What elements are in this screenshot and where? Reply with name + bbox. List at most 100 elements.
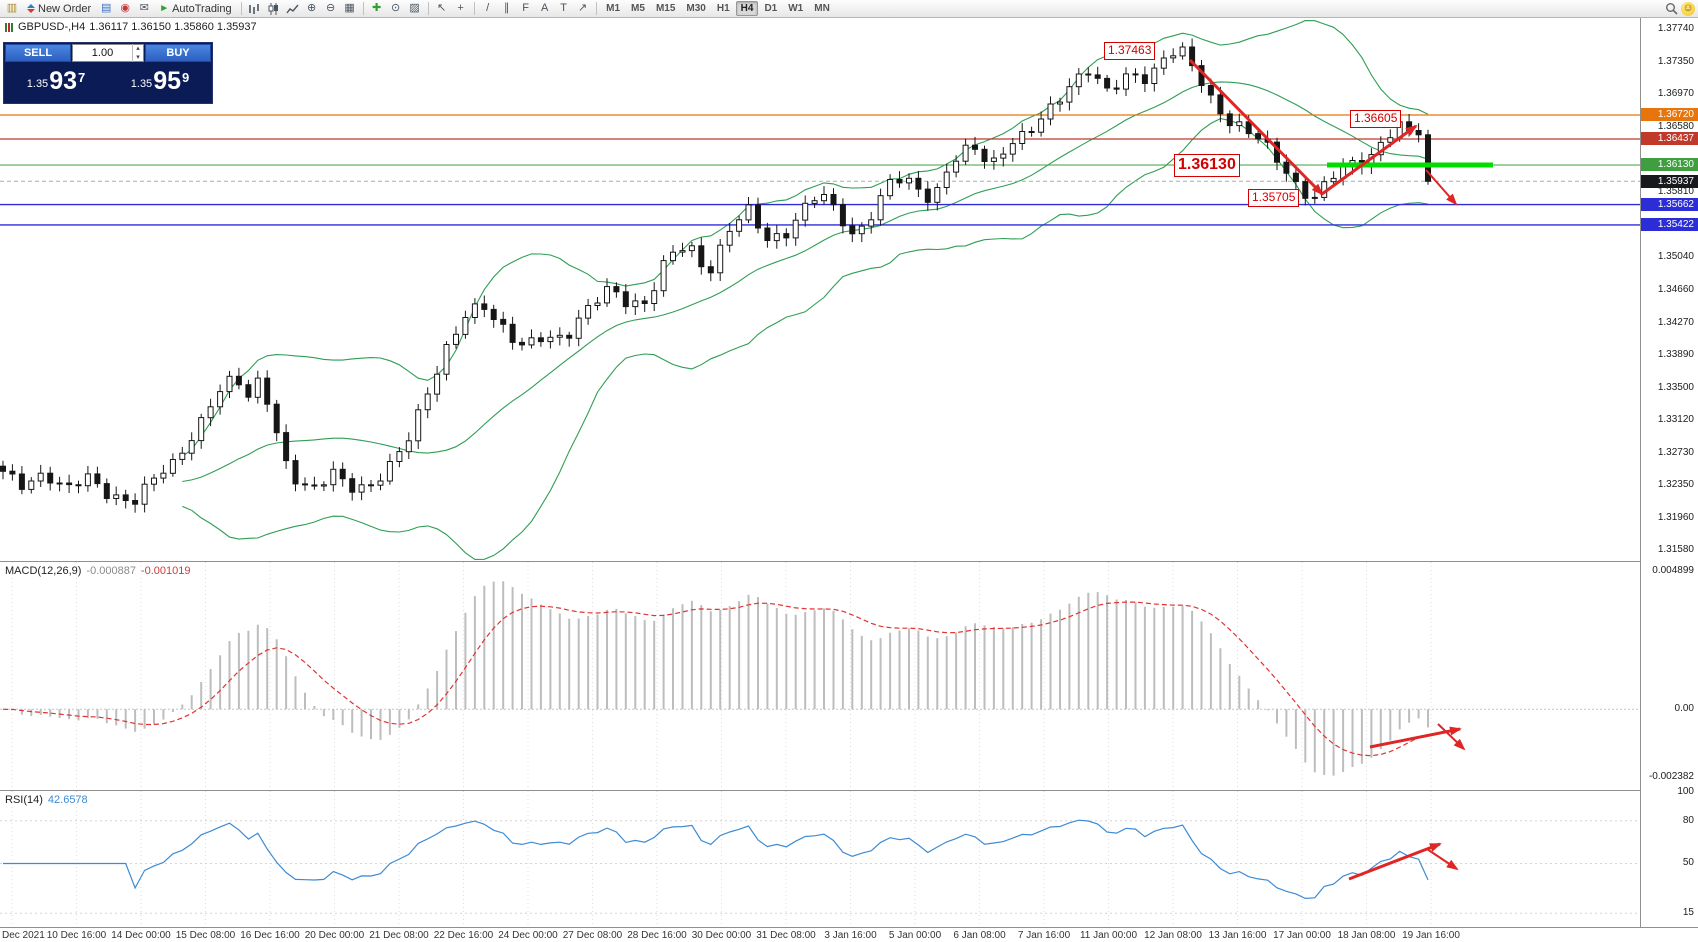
rsi-line (3, 819, 1429, 900)
timeframe-button-d1[interactable]: D1 (759, 1, 782, 16)
search-icon[interactable] (1662, 1, 1680, 16)
level-price-tag: 1.36437 (1641, 132, 1698, 145)
time-axis-label: 10 Dec 16:00 (46, 930, 107, 941)
candlestick-chart-icon[interactable] (265, 1, 283, 16)
macd-value-signal: -0.001019 (140, 565, 191, 577)
macd-canvas[interactable] (0, 562, 1640, 790)
bollinger-lower-band[interactable] (182, 118, 1429, 560)
autotrading-label: AutoTrading (172, 2, 232, 15)
price-axis-label: 1.36970 (1657, 88, 1694, 99)
volume-up-icon[interactable]: ▴ (136, 45, 140, 52)
bar-chart-icon[interactable] (246, 1, 264, 16)
time-axis-label: 15 Dec 08:00 (175, 930, 236, 941)
rsi-canvas[interactable] (0, 791, 1640, 926)
channel-icon[interactable]: ∥ (503, 2, 510, 14)
trend-arrow[interactable] (1188, 58, 1324, 196)
autotrading-button[interactable]: ► AutoTrading (154, 1, 236, 16)
time-axis-label: 12 Jan 08:00 (1144, 930, 1202, 941)
profiles-icon[interactable]: ▤ (100, 2, 112, 14)
trendline-icon[interactable]: / (486, 2, 490, 14)
new-chart-icon[interactable]: ▥ (6, 2, 18, 14)
time-axis-label: 16 Dec 16:00 (240, 930, 300, 941)
main-chart-canvas[interactable] (0, 18, 1640, 561)
timeframe-button-m5[interactable]: M5 (626, 1, 650, 16)
price-callout[interactable]: 1.37463 (1104, 42, 1156, 60)
trend-arrow[interactable] (1437, 723, 1466, 751)
cursor-icon[interactable]: ↖ (437, 2, 447, 14)
zoom-in-icon[interactable]: ⊕ (307, 2, 317, 14)
price-axis-label: 1.33890 (1657, 349, 1694, 360)
price-callout[interactable]: 1.35705 (1248, 189, 1300, 207)
macd-axis-label: 0.00 (1674, 703, 1694, 714)
level-price-tag: 1.36720 (1641, 108, 1698, 121)
quote-prices-row: 1.35 93 7 1.35 95 9 (4, 63, 212, 103)
community-smiley-icon[interactable]: ☺ (1681, 1, 1695, 16)
crosshair-icon[interactable]: + (457, 2, 464, 14)
line-chart-icon[interactable] (284, 1, 302, 16)
level-price-tag: 1.35662 (1641, 198, 1698, 211)
autotrading-play-icon: ► (159, 3, 170, 14)
panel-separator[interactable] (0, 790, 1698, 791)
new-order-icon (27, 4, 35, 13)
price-axis[interactable]: 1.37740 1.37350 1.36970 1.36580 1.35810 1.350… (1640, 18, 1698, 927)
volume-spinner[interactable]: ▴ ▾ (132, 44, 143, 62)
periods-icon[interactable]: ⊙ (391, 2, 401, 14)
timeframe-button-m30[interactable]: M30 (681, 1, 710, 16)
trend-arrow[interactable] (1426, 848, 1459, 871)
trend-arrow[interactable] (1321, 124, 1418, 196)
volume-field[interactable]: 1.00 ▴ ▾ (72, 44, 144, 62)
rsi-value: 42.6578 (47, 794, 88, 806)
ohlc-values: 1.36117 1.36150 1.35860 1.35937 (89, 21, 257, 33)
price-axis-label: 1.31960 (1657, 512, 1694, 523)
price-axis-label: 1.35810 (1657, 186, 1694, 197)
sell-button[interactable]: SELL (5, 44, 71, 62)
bollinger-middle-band[interactable] (182, 81, 1429, 483)
timeframe-button-h1[interactable]: H1 (712, 1, 735, 16)
price-callout[interactable]: 1.36605 (1350, 110, 1402, 128)
price-axis-label: 1.32730 (1657, 447, 1694, 458)
indicators-icon[interactable]: ✚ (372, 2, 382, 14)
timeframe-button-m1[interactable]: M1 (601, 1, 625, 16)
candles (0, 38, 1431, 513)
time-axis-label: 18 Jan 08:00 (1337, 930, 1396, 941)
price-axis-label: 1.34660 (1657, 284, 1694, 295)
volume-down-icon[interactable]: ▾ (136, 54, 140, 61)
time-axis[interactable]: Dec 2021 10 Dec 16:00 14 Dec 00:00 15 Dec 0… (0, 927, 1698, 942)
price-axis-label: 1.36580 (1657, 121, 1694, 132)
price-axis-label: 1.33120 (1657, 414, 1694, 425)
text-icon[interactable]: A (540, 2, 549, 14)
time-axis-label: 28 Dec 16:00 (627, 930, 687, 941)
templates-icon[interactable]: ▨ (409, 2, 420, 14)
timeframe-button-w1[interactable]: W1 (783, 1, 808, 16)
label-icon[interactable]: T (560, 2, 567, 14)
macd-axis-label: -0.002382 (1648, 771, 1694, 782)
trend-arrow[interactable] (1425, 169, 1458, 206)
new-order-button[interactable]: New Order (22, 1, 96, 16)
sell-price[interactable]: 1.35 93 7 (4, 68, 108, 97)
price-axis-label: 1.35040 (1657, 251, 1694, 262)
sell-price-pip: 7 (78, 69, 86, 85)
timeframe-button-mn[interactable]: MN (809, 1, 835, 16)
zoom-out-icon[interactable]: ⊖ (326, 2, 336, 14)
timeframe-button-m15[interactable]: M15 (651, 1, 680, 16)
buy-price-big: 95 (153, 66, 181, 95)
buy-price[interactable]: 1.35 95 9 (108, 66, 212, 97)
price-callout[interactable]: 1.36130 (1174, 154, 1240, 177)
mail-icon[interactable]: ✉ (139, 2, 149, 14)
rsi-axis-label: 50 (1682, 857, 1694, 868)
fibonacci-icon[interactable]: F (522, 2, 529, 14)
bollinger-upper-band[interactable] (181, 20, 1429, 457)
arrows-icon[interactable]: ↗ (578, 2, 588, 14)
tile-windows-icon[interactable]: ▦ (344, 2, 355, 14)
time-axis-label: Dec 2021 (2, 930, 45, 941)
rsi-axis-label: 100 (1677, 786, 1694, 797)
alerts-icon[interactable]: ◉ (120, 2, 130, 14)
one-click-trading-panel: SELL 1.00 ▴ ▾ BUY 1.35 93 7 1.35 95 9 (3, 42, 213, 104)
buy-button[interactable]: BUY (145, 44, 211, 62)
trade-controls-row: SELL 1.00 ▴ ▾ BUY (4, 43, 212, 63)
price-axis-label: 1.32350 (1657, 479, 1694, 490)
panel-separator[interactable] (0, 561, 1698, 562)
trend-arrow[interactable] (1348, 842, 1442, 881)
timeframe-button-h4[interactable]: H4 (735, 1, 759, 16)
macd-axis-label: 0.004899 (1652, 565, 1694, 576)
